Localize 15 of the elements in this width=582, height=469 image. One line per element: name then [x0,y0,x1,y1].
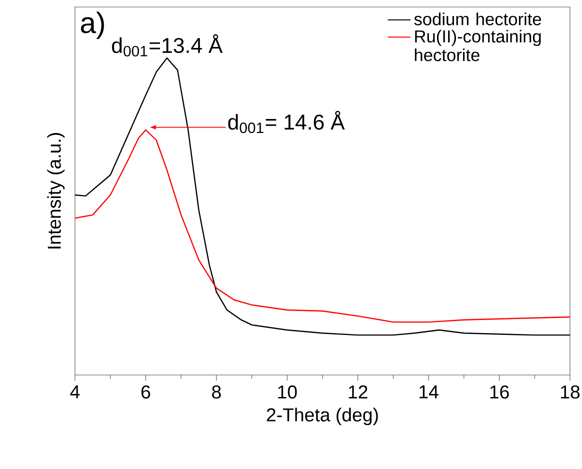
legend-label: Ru(II)-containing hectorite [414,30,541,62]
x-tick-label: 18 [561,385,580,399]
x-tick-label: 6 [141,385,150,399]
annotation: d$_{001}$= 14.6 Å [228,110,345,134]
x-tick-label: 14 [420,385,438,398]
x-tick-label: 12 [348,385,368,398]
x-tick-label: 16 [490,385,509,399]
x-tick-label: 4 [70,385,80,398]
legend-label: sodium hectorite [414,12,542,26]
text: a) [80,12,104,40]
annotation: d$_{001}$=13.4 Å [112,34,223,56]
x-tick-label: 10 [278,385,297,399]
x-tick-label: 8 [212,385,221,399]
x-axis-title: 2-Theta (deg) [266,408,378,426]
y-axis-title: Intensity (a.u.) [47,133,65,248]
